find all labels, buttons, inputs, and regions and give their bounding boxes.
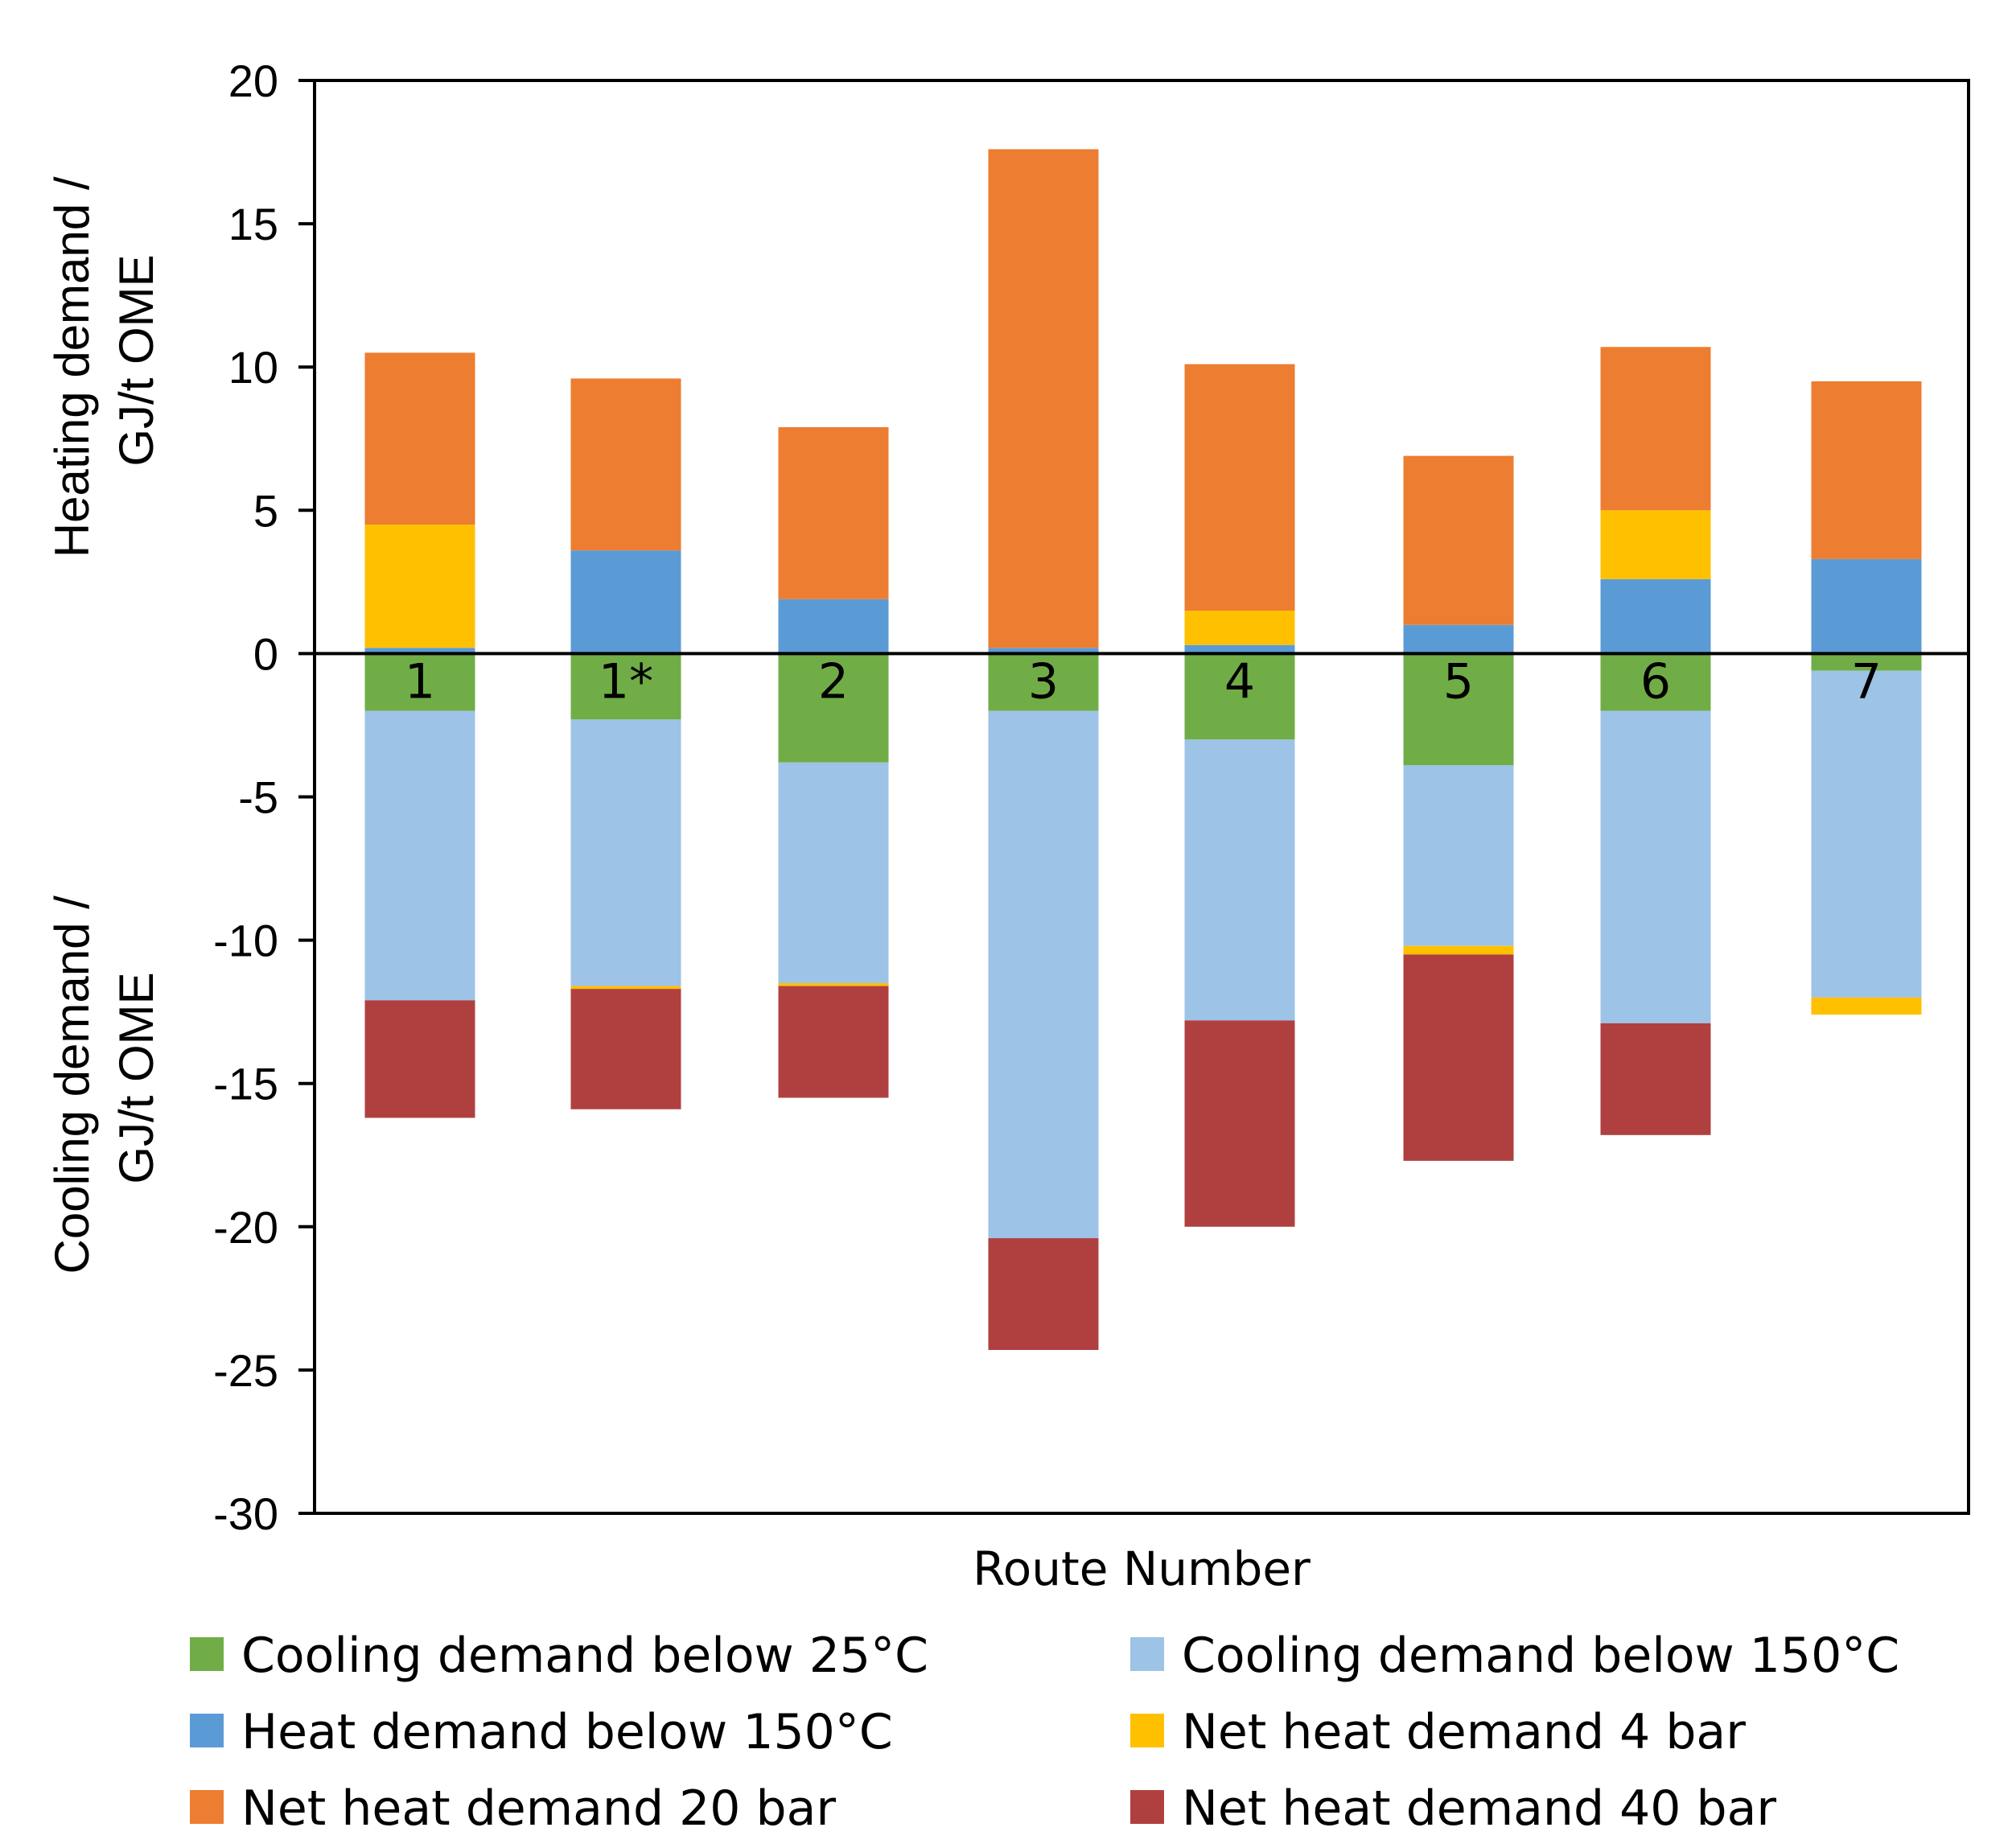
route-number-label: 1 xyxy=(405,654,435,710)
y-tick-label: -15 xyxy=(213,1059,278,1109)
route-number-label: 4 xyxy=(1224,654,1255,710)
bar-segment xyxy=(1811,997,1922,1015)
y-axis-label-heating-line-1: Heating demand / xyxy=(45,176,99,558)
legend-item: Cooling demand below 150°C xyxy=(1130,1628,1899,1684)
bar-segment xyxy=(1600,347,1711,511)
y-axis-label-cooling: Cooling demand / GJ/t OME xyxy=(45,883,163,1274)
legend: Cooling demand below 25°C Cooling demand … xyxy=(190,1628,1899,1837)
bar-segment xyxy=(1811,670,1922,998)
bars-layer xyxy=(364,149,1922,1350)
bar-segment xyxy=(988,710,1099,1239)
legend-swatch xyxy=(1130,1714,1164,1747)
bar-segment xyxy=(988,149,1099,648)
route-number-label: 6 xyxy=(1640,654,1671,710)
bar-segment xyxy=(1184,739,1295,1021)
route-labels: 1 1* 2 3 4 5 6 7 xyxy=(405,654,1882,710)
legend-swatch xyxy=(1130,1637,1164,1671)
bar-segment xyxy=(1600,578,1711,654)
bar-segment xyxy=(364,352,475,525)
bar-segment xyxy=(1811,653,1922,671)
bar-segment xyxy=(1403,624,1514,654)
route-number-label: 7 xyxy=(1851,654,1882,710)
bar-segment xyxy=(778,983,889,986)
legend-swatch xyxy=(190,1714,224,1747)
y-tick-label: 15 xyxy=(228,199,278,249)
bar-segment xyxy=(778,762,889,984)
route-number-label: 5 xyxy=(1443,654,1474,710)
bar-segment xyxy=(1403,954,1514,1161)
y-axis-label-cooling-line-2: GJ/t OME xyxy=(109,972,163,1183)
bar-segment xyxy=(1403,653,1514,766)
legend-item: Net heat demand 40 bar xyxy=(1130,1780,1776,1837)
bar-segment xyxy=(1403,945,1514,955)
y-tick-label: -30 xyxy=(213,1488,278,1539)
route-number-label: 3 xyxy=(1028,654,1059,710)
bar-segment xyxy=(1811,381,1922,559)
bar-segment xyxy=(570,378,681,551)
bar-segment xyxy=(1184,653,1295,740)
bar-segment xyxy=(1600,1023,1711,1135)
y-axis-label-heating-line-2: GJ/t OME xyxy=(109,254,163,466)
bar-segment xyxy=(570,550,681,654)
y-tick-label: 10 xyxy=(228,342,278,393)
legend-item: Net heat demand 4 bar xyxy=(1130,1704,1746,1760)
y-tick-label: 20 xyxy=(228,56,278,106)
legend-label: Cooling demand below 25°C xyxy=(241,1628,928,1684)
legend-label: Net heat demand 20 bar xyxy=(241,1780,836,1837)
bar-segment xyxy=(364,1000,475,1118)
bar-segment xyxy=(364,653,475,711)
bar-segment xyxy=(1811,558,1922,654)
legend-label: Heat demand below 150°C xyxy=(241,1704,893,1760)
legend-label: Cooling demand below 150°C xyxy=(1182,1628,1899,1684)
bar-segment xyxy=(988,653,1099,711)
bar-segment xyxy=(1600,510,1711,579)
bar-segment xyxy=(778,599,889,654)
bar-segment xyxy=(778,986,889,1098)
y-tick-label: 0 xyxy=(253,628,278,679)
bar-segment xyxy=(1184,1020,1295,1227)
bar-segment xyxy=(1600,653,1711,711)
legend-swatch xyxy=(1130,1790,1164,1824)
legend-item: Heat demand below 150°C xyxy=(190,1704,893,1760)
bar-segment xyxy=(778,653,889,763)
bar-segment xyxy=(988,1238,1099,1350)
bar-segment xyxy=(1403,455,1514,625)
legend-item: Cooling demand below 25°C xyxy=(190,1628,928,1684)
x-axis-label: Route Number xyxy=(973,1541,1310,1596)
bar-segment xyxy=(778,427,889,599)
bar-segment xyxy=(1600,710,1711,1023)
y-axis-label-cooling-line-1: Cooling demand / xyxy=(45,895,99,1274)
y-axis: 20 15 10 5 0 -5 -10 -15 -20 -25 -30 xyxy=(213,56,315,1539)
legend-label: Net heat demand 4 bar xyxy=(1182,1704,1746,1760)
bar-segment xyxy=(570,989,681,1109)
y-tick-label: -10 xyxy=(213,916,278,966)
bar-segment xyxy=(364,710,475,1001)
y-tick-label: -20 xyxy=(213,1202,278,1253)
bar-segment xyxy=(364,525,475,648)
bar-segment xyxy=(1184,644,1295,654)
bar-segment xyxy=(1184,610,1295,645)
route-number-label: 1* xyxy=(599,654,653,710)
y-tick-label: 5 xyxy=(253,485,278,536)
route-number-label: 2 xyxy=(818,654,849,710)
legend-swatch xyxy=(190,1637,224,1671)
bar-segment xyxy=(1403,765,1514,946)
bar-segment xyxy=(988,648,1099,654)
bar-segment xyxy=(570,653,681,720)
bar-segment xyxy=(364,648,475,654)
legend-swatch xyxy=(190,1790,224,1824)
y-axis-label-heating: Heating demand / GJ/t OME xyxy=(45,163,163,558)
legend-label: Net heat demand 40 bar xyxy=(1182,1780,1776,1837)
bar-segment xyxy=(1184,364,1295,611)
legend-item: Net heat demand 20 bar xyxy=(190,1780,836,1837)
y-tick-label: -25 xyxy=(213,1345,278,1396)
bar-segment xyxy=(570,719,681,986)
y-tick-label: -5 xyxy=(238,772,278,823)
bar-segment xyxy=(570,986,681,990)
